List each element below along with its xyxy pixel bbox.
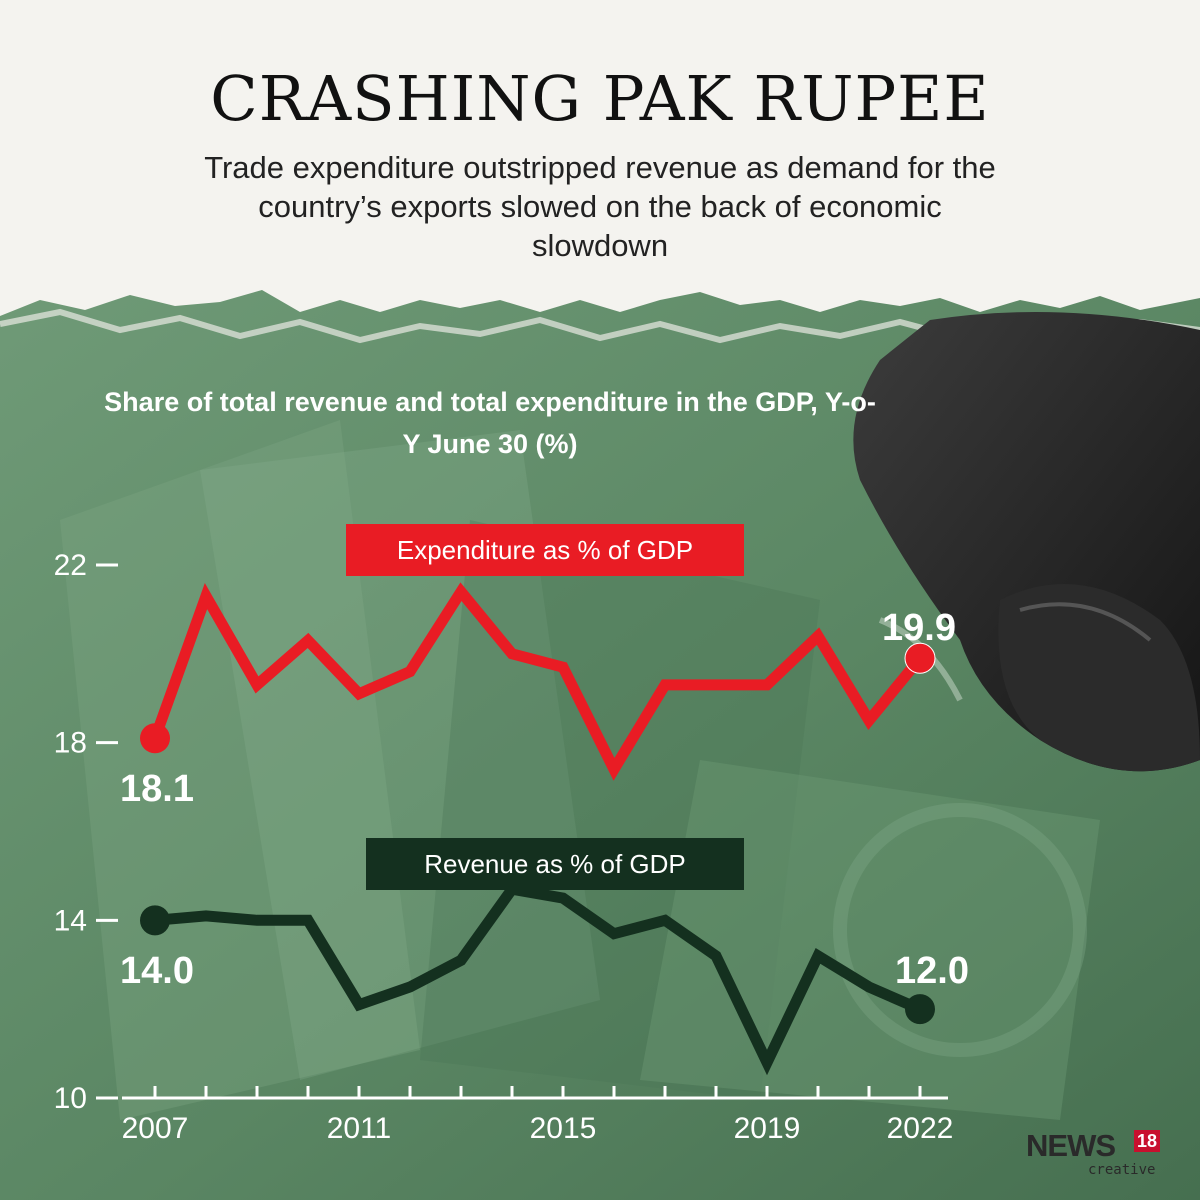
y-tick-label: 18 [54,727,87,760]
chart-title: Share of total revenue and total expendi… [104,387,876,459]
revenue-end-label: 12.0 [895,950,969,992]
logo-sub-text: creative [1088,1162,1156,1178]
revenue-end-point [905,994,935,1025]
legend-expenditure: Expenditure as % of GDP [346,524,744,576]
news18-logo: NEWS 18 creative [1026,1128,1164,1178]
x-tick-label: 2007 [122,1112,189,1145]
y-axis: 10 14 18 22 [54,549,118,1115]
page-subtitle: Trade expenditure outstripped revenue as… [204,150,996,263]
expenditure-line [149,582,926,781]
revenue-start-point [140,905,170,936]
y-tick-label: 10 [54,1082,87,1115]
expenditure-end-label: 19.9 [882,607,956,649]
logo-badge: 18 [1134,1130,1161,1152]
expenditure-end-point [904,642,936,674]
logo-main-text: NEWS [1026,1128,1116,1163]
revenue-start-label: 14.0 [120,950,194,992]
x-axis: 2007 2011 2015 2019 2022 [122,1086,954,1145]
page-title: CRASHING PAK RUPEE [210,62,990,135]
x-tick-label: 2015 [530,1112,597,1145]
y-tick-label: 14 [54,904,87,937]
expenditure-start-point [140,723,170,754]
y-tick-label: 22 [54,549,87,582]
x-tick-label: 2011 [327,1112,392,1145]
legend-revenue: Revenue as % of GDP [366,838,744,890]
revenue-line [149,883,926,1076]
expenditure-start-label: 18.1 [120,768,194,810]
x-tick-label: 2022 [887,1112,954,1145]
x-tick-label: 2019 [734,1112,801,1145]
